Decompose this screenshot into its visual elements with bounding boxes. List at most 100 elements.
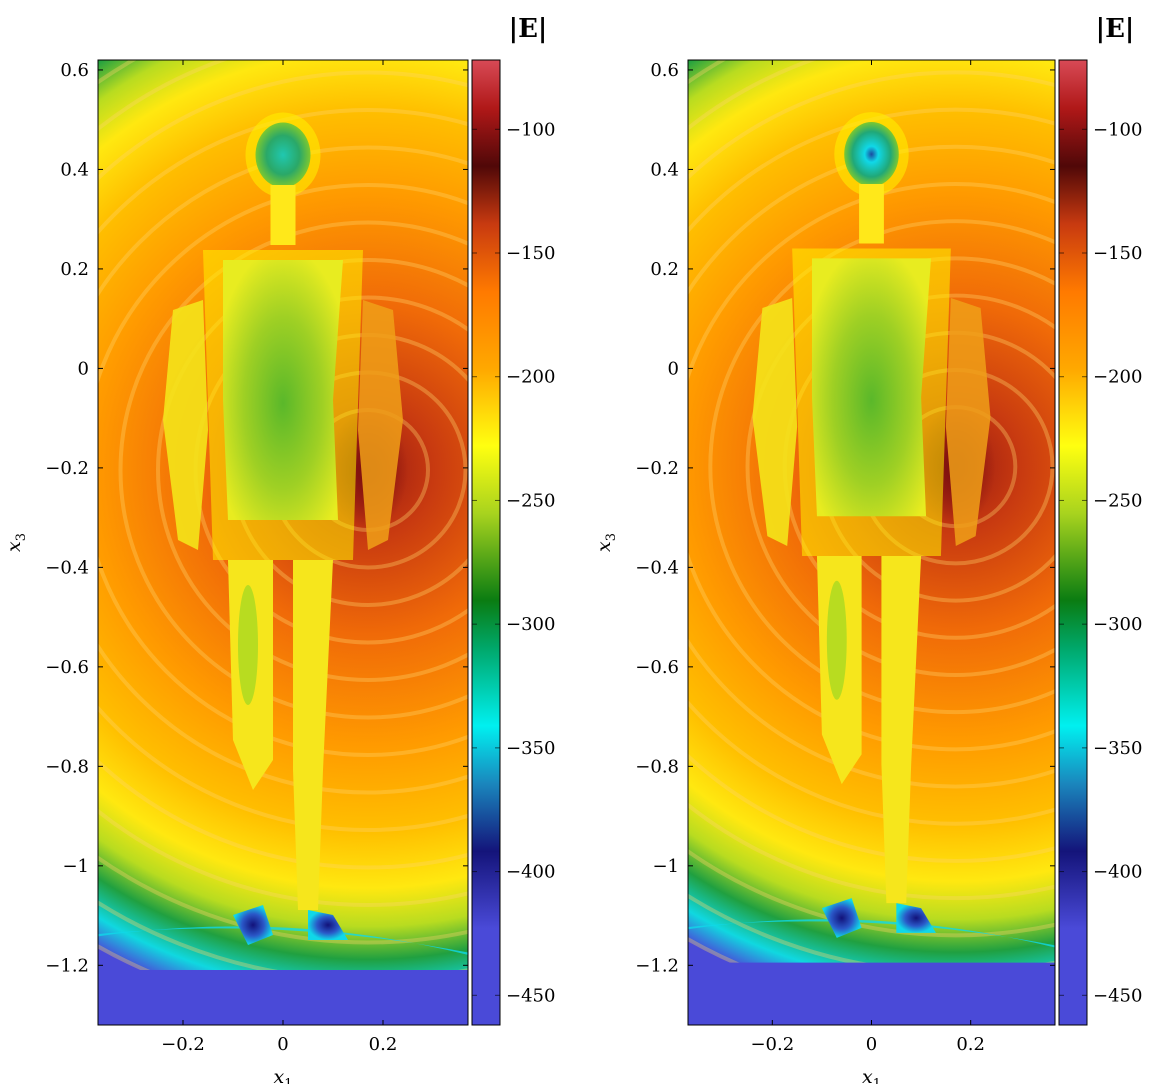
wave-ring (156, 258, 468, 682)
colorbar-tick-label: −100 (1093, 119, 1142, 140)
colorbar: −100 −150 −200 −250 −300 −350 −400 −450 |E| (471, 14, 555, 1026)
y-axis-label-subscript: 3 (14, 533, 29, 541)
right-foot (308, 910, 348, 940)
wave-ring (688, 70, 1055, 863)
neck (270, 185, 296, 245)
right-leg (881, 555, 922, 904)
x-axis-label-main: x (274, 1066, 285, 1084)
colorbar: −100 −150 −200 −250 −300 −350 −400 −450 |E| (1058, 14, 1142, 1026)
colorbar-tick-label: −200 (1093, 367, 1142, 388)
colorbar-tick-label: −250 (506, 490, 555, 511)
field-plot-area (688, 60, 1055, 1025)
human-body-field (752, 112, 991, 938)
y-tick-label: 0.2 (60, 259, 89, 280)
wave-ring (688, 182, 1055, 752)
x-tick-label: 0.2 (956, 1034, 985, 1055)
colorbar-tick-label: −250 (1093, 490, 1142, 511)
colorbar-tick-label: −300 (506, 614, 555, 635)
wave-ring (118, 220, 468, 720)
y-tick-label: −0.8 (45, 756, 89, 777)
colorbar-label: |E| (509, 14, 548, 44)
colorbar-tick-label: −100 (506, 119, 555, 140)
y-tick-label: −1.2 (45, 955, 89, 976)
wave-ring (688, 60, 1055, 901)
colorbar-tick-label: −150 (506, 243, 555, 264)
y-tick-label: −0.6 (635, 657, 679, 678)
wave-ring (98, 60, 468, 945)
torso (811, 258, 932, 517)
y-tick-label: 0.4 (60, 159, 89, 180)
x-tick-label: 0.2 (369, 1034, 398, 1055)
colorbar-tick-label: −450 (1093, 985, 1142, 1006)
colorbar-tick-label: −350 (1093, 738, 1142, 759)
wave-ring (98, 70, 468, 870)
x-tick-label: 0 (866, 1034, 877, 1055)
y-tick-label: −1.2 (635, 955, 679, 976)
y-tick-label: 0 (78, 358, 89, 379)
wave-ring (98, 108, 468, 832)
left-foot (233, 905, 273, 945)
y-tick-label: −0.2 (45, 458, 89, 479)
left-foot (821, 898, 862, 938)
field-plot-area (98, 60, 468, 1025)
colorbar-tick-label: −200 (506, 367, 555, 388)
wave-ring (98, 183, 468, 757)
y-axis: 0.6 0.4 0.2 0 −0.2 −0.4 −0.6 −0.8 −1 −1.2 (635, 60, 1055, 976)
neck (859, 183, 884, 244)
y-tick-label: −0.4 (45, 557, 89, 578)
x-tick-label: 0 (277, 1034, 288, 1055)
heatmap-panel-2: −0.2 0 0.2 0.6 0.4 0.2 0 −0.2 −0.4 −0.6 −0.8 −1 −1.2… (593, 14, 1142, 1084)
wave-ring (688, 107, 1055, 826)
colorbar-tick-label: −300 (1093, 614, 1142, 635)
y-axis-label-main: x (3, 541, 25, 552)
x-axis: −0.2 0 0.2 (750, 60, 985, 1055)
y-axis-label-main: x (593, 541, 615, 552)
y-tick-label: 0.6 (650, 60, 679, 81)
y-tick-label: −0.4 (635, 557, 679, 578)
y-tick-label: 0.2 (650, 259, 679, 280)
head (844, 121, 899, 187)
x-axis-label: x1 (274, 1066, 293, 1084)
x-axis-label-main: x (862, 1066, 873, 1084)
wave-ring (688, 144, 1055, 789)
y-axis-label: x3 (593, 533, 619, 552)
x-tick-label: −0.2 (750, 1034, 794, 1055)
left-thigh-core (826, 580, 847, 700)
y-tick-label: −0.6 (45, 657, 89, 678)
x-axis-label-subscript: 1 (284, 1077, 292, 1084)
wave-ring (688, 60, 1055, 938)
wave-ring (98, 60, 468, 907)
x-tick-label: −0.2 (161, 1034, 205, 1055)
y-axis: 0.6 0.4 0.2 0 −0.2 −0.4 −0.6 −0.8 −1 −1.2 (45, 60, 468, 976)
right-arm (945, 298, 991, 547)
y-tick-label: 0 (668, 358, 679, 379)
x-axis-label: x1 (862, 1066, 881, 1084)
y-tick-label: 0.6 (60, 60, 89, 81)
x-axis-label-subscript: 1 (873, 1077, 881, 1084)
heatmap-panel-1: −0.2 0 0.2 0.6 0.4 0.2 0 −0.2 −0.4 −0.6 −0.8 −1 −1.2… (3, 14, 555, 1084)
right-foot (896, 903, 936, 933)
y-tick-label: −0.8 (635, 756, 679, 777)
y-tick-label: −1 (652, 856, 679, 877)
y-axis-label: x3 (3, 533, 29, 552)
y-tick-label: 0.4 (650, 159, 679, 180)
left-arm (752, 298, 798, 547)
right-arm (358, 299, 403, 550)
floor-band (98, 970, 468, 1025)
colorbar-tick-label: −450 (506, 985, 555, 1006)
colorbar-tick-label: −400 (506, 862, 555, 883)
human-body-field (163, 112, 403, 945)
wave-ring (745, 256, 1055, 677)
colorbar-gradient (1058, 59, 1088, 1026)
floor-band (688, 962, 1055, 1025)
wave-ring (98, 145, 468, 795)
y-tick-label: −0.2 (635, 458, 679, 479)
y-axis-label-subscript: 3 (604, 533, 619, 541)
left-arm (163, 299, 208, 550)
colorbar-tick-label: −150 (1093, 243, 1142, 264)
colorbar-tick-label: −400 (1093, 862, 1142, 883)
wave-ring (708, 219, 1055, 715)
head (255, 122, 311, 188)
right-leg (293, 559, 333, 910)
